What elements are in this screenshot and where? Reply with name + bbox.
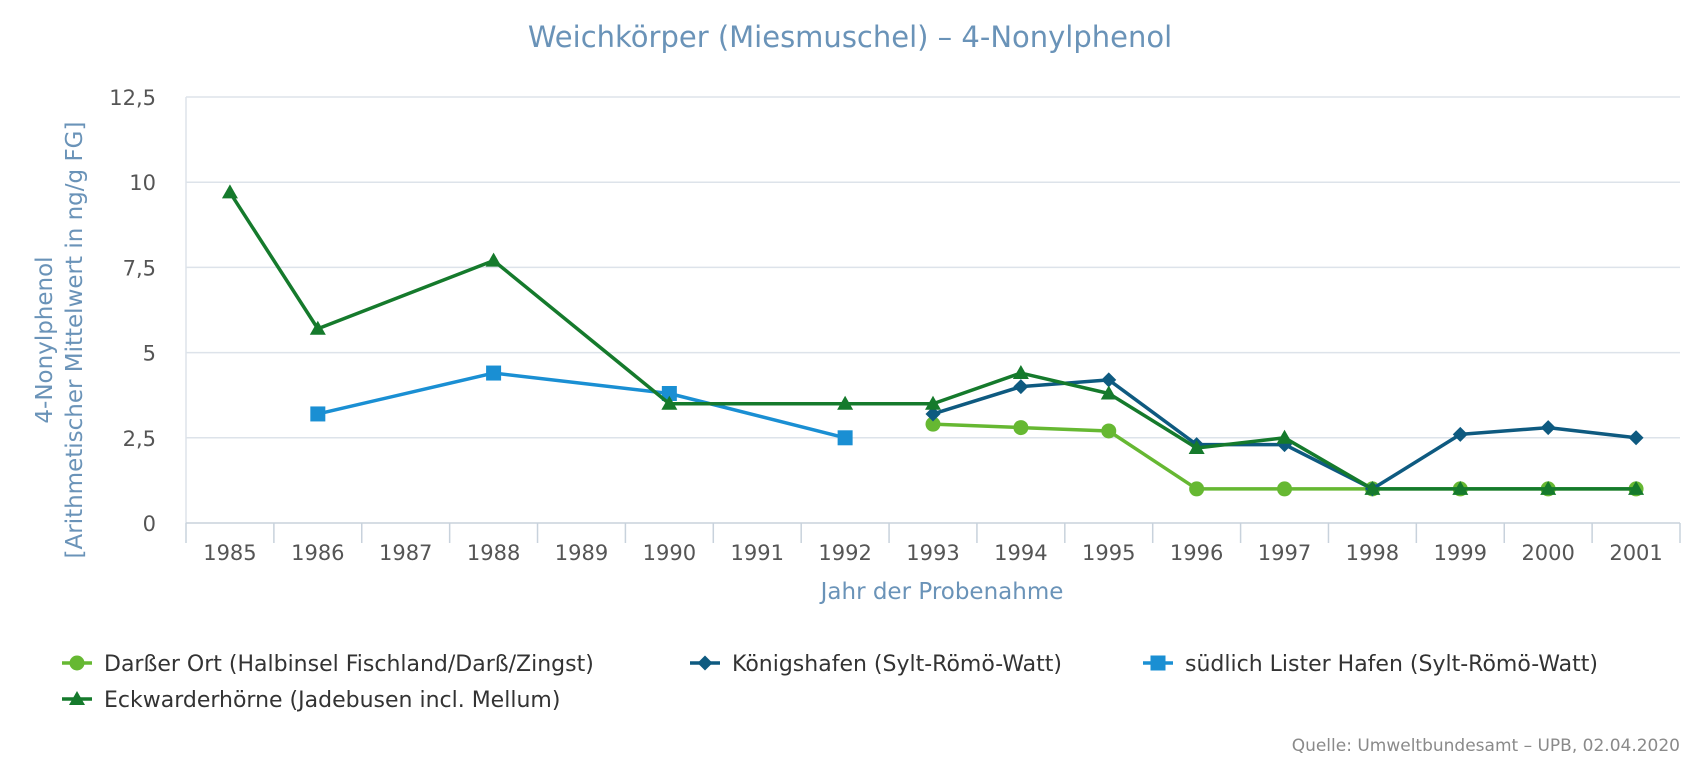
data-point bbox=[309, 320, 326, 335]
y-tick-label: 5 bbox=[143, 342, 156, 366]
source-note: Quelle: Umweltbundesamt – UPB, 02.04.202… bbox=[1292, 736, 1680, 756]
series-square bbox=[310, 365, 853, 446]
x-tick-label: 1996 bbox=[1170, 541, 1223, 565]
x-tick-label: 1990 bbox=[643, 541, 696, 565]
x-tick-label: 1998 bbox=[1346, 541, 1399, 565]
data-point bbox=[1277, 481, 1293, 497]
data-series bbox=[221, 184, 1645, 497]
data-point bbox=[1101, 423, 1117, 439]
data-point bbox=[1012, 365, 1029, 380]
x-axis-ticks: 1985 1986 1987 1988 1989 1990 1991 1992 1993 1994… bbox=[203, 541, 1663, 565]
legend-item: Eckwarderhörne (Jadebusen incl. Mellum) bbox=[62, 688, 560, 713]
data-point bbox=[925, 406, 941, 422]
x-tick-label: 1987 bbox=[379, 541, 432, 565]
legend-label: Königshafen (Sylt-Römö-Watt) bbox=[732, 652, 1062, 677]
x-tick-label: 1986 bbox=[291, 541, 344, 565]
y-axis-title: 4-Nonylphenol [Arithmetischer Mittelwert… bbox=[32, 122, 88, 559]
x-axis bbox=[185, 522, 1681, 543]
series-line bbox=[228, 191, 1637, 491]
data-point bbox=[661, 395, 678, 410]
x-tick-label: 2000 bbox=[1521, 541, 1574, 565]
x-tick-label: 1985 bbox=[203, 541, 256, 565]
data-point bbox=[485, 252, 502, 267]
data-point bbox=[837, 430, 853, 446]
data-point bbox=[1013, 379, 1029, 395]
legend-item: Darßer Ort (Halbinsel Fischland/Darß/Zin… bbox=[62, 652, 594, 677]
series-line bbox=[317, 371, 846, 440]
legend-label: Eckwarderhörne (Jadebusen incl. Mellum) bbox=[104, 688, 560, 713]
y-axis-ticks: 0 2,5 5 7,5 10 12,5 bbox=[109, 86, 156, 536]
y-tick-label: 2,5 bbox=[123, 427, 156, 451]
data-point bbox=[1540, 420, 1556, 436]
data-point bbox=[837, 395, 854, 410]
data-point bbox=[1101, 372, 1117, 388]
data-point bbox=[1189, 481, 1205, 497]
legend-marker bbox=[69, 655, 85, 671]
x-tick-label: 1991 bbox=[731, 541, 784, 565]
x-tick-label: 1999 bbox=[1434, 541, 1487, 565]
data-point bbox=[221, 184, 238, 199]
data-point bbox=[1013, 420, 1029, 436]
data-point bbox=[1540, 480, 1557, 495]
y-tick-label: 7,5 bbox=[123, 256, 156, 280]
x-tick-label: 1994 bbox=[994, 541, 1047, 565]
x-tick-label: 1995 bbox=[1082, 541, 1135, 565]
series-triangle bbox=[221, 184, 1645, 495]
legend-marker bbox=[697, 655, 713, 671]
legend: Darßer Ort (Halbinsel Fischland/Darß/Zin… bbox=[62, 652, 1598, 713]
data-point bbox=[1452, 480, 1469, 495]
data-point bbox=[1628, 430, 1644, 446]
legend-marker bbox=[1150, 655, 1166, 671]
legend-label: Darßer Ort (Halbinsel Fischland/Darß/Zin… bbox=[104, 652, 594, 677]
y-tick-label: 12,5 bbox=[109, 86, 156, 110]
data-point bbox=[1628, 480, 1645, 495]
data-point bbox=[1364, 480, 1381, 495]
data-point bbox=[310, 406, 326, 422]
y-tick-label: 0 bbox=[143, 512, 156, 536]
x-tick-label: 1993 bbox=[906, 541, 959, 565]
data-point bbox=[1188, 440, 1205, 455]
legend-item: Königshafen (Sylt-Römö-Watt) bbox=[690, 652, 1062, 677]
legend-label: südlich Lister Hafen (Sylt-Römö-Watt) bbox=[1185, 652, 1598, 677]
x-axis-title: Jahr der Probenahme bbox=[819, 579, 1064, 605]
legend-item: südlich Lister Hafen (Sylt-Römö-Watt) bbox=[1143, 652, 1598, 677]
data-point bbox=[925, 395, 941, 410]
x-tick-label: 1997 bbox=[1258, 541, 1311, 565]
chart-title: Weichkörper (Miesmuschel) – 4-Nonylpheno… bbox=[528, 20, 1172, 54]
x-tick-label: 1989 bbox=[555, 541, 608, 565]
data-point bbox=[1452, 426, 1468, 442]
y-tick-label: 10 bbox=[129, 171, 156, 195]
data-point bbox=[1100, 385, 1117, 400]
x-tick-label: 1992 bbox=[818, 541, 871, 565]
x-tick-label: 1988 bbox=[467, 541, 520, 565]
grid-lines bbox=[185, 96, 1680, 523]
legend-marker bbox=[69, 691, 85, 705]
data-point bbox=[486, 365, 502, 381]
x-tick-label: 2001 bbox=[1609, 541, 1662, 565]
y-axis-title-line2: [Arithmetischer Mittelwert in ng/g FG] bbox=[62, 122, 88, 559]
data-point bbox=[925, 416, 941, 432]
y-axis-title-line1: 4-Nonylphenol bbox=[32, 256, 58, 423]
data-point bbox=[1276, 429, 1293, 444]
data-point bbox=[661, 385, 677, 401]
